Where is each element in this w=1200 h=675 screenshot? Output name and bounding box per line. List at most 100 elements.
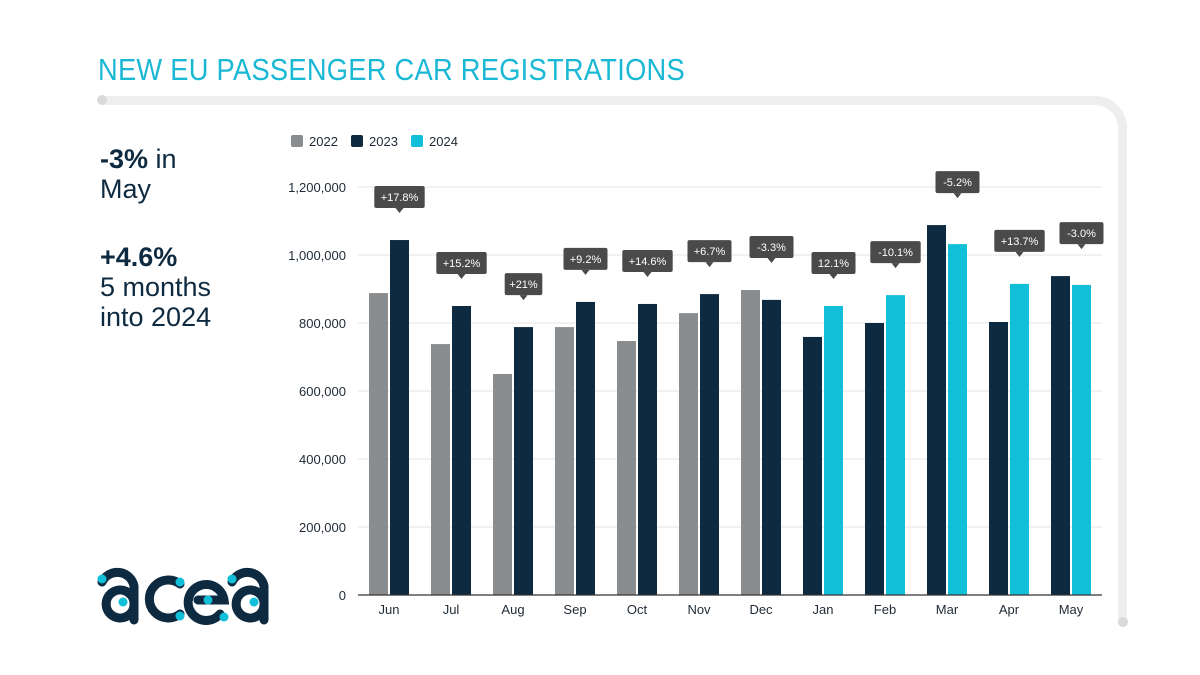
annotation-bubble bbox=[935, 171, 980, 194]
x-tick-label: Jun bbox=[379, 602, 400, 617]
annotation-bubble bbox=[994, 229, 1045, 252]
bar-2024-feb bbox=[886, 295, 905, 595]
annotation-label: +6.7% bbox=[694, 246, 726, 258]
bar-2023-sep bbox=[576, 301, 595, 595]
y-tick-label: 400,000 bbox=[299, 452, 346, 467]
kpi-ytd-value: +4.6% bbox=[100, 242, 178, 272]
annotation-label: +14.6% bbox=[629, 256, 667, 268]
x-tick-label: Mar bbox=[936, 602, 959, 617]
annotation-bubble bbox=[436, 252, 487, 274]
annotation-label: +21% bbox=[509, 279, 538, 291]
annotation-bubble bbox=[811, 252, 856, 274]
kpi-ytd-change: +4.6% 5 months into 2024 bbox=[100, 242, 211, 332]
kpi-monthly-change: -3% in May bbox=[100, 144, 177, 204]
bar-2023-oct bbox=[638, 303, 657, 595]
annotation-bubble bbox=[622, 249, 673, 272]
annotation-pointer bbox=[395, 208, 404, 214]
annotation-pointer bbox=[457, 274, 466, 279]
bar-2023-apr bbox=[989, 321, 1008, 595]
y-tick-label: 1,000,000 bbox=[288, 248, 346, 263]
bar-2022-jun bbox=[369, 293, 388, 595]
annotation-bubble bbox=[870, 241, 921, 264]
x-tick-label: Sep bbox=[563, 602, 586, 617]
annotation-bubble bbox=[504, 273, 543, 296]
change-annotation: +21% bbox=[504, 273, 543, 301]
x-tick-label: Nov bbox=[687, 602, 711, 617]
x-tick-label: Dec bbox=[749, 602, 773, 617]
bar-2024-mar bbox=[948, 244, 967, 595]
legend-swatch-2022 bbox=[291, 135, 303, 147]
x-tick-label: Apr bbox=[999, 602, 1020, 617]
annotation-label: +9.2% bbox=[570, 254, 602, 266]
legend-swatch-2023 bbox=[351, 135, 363, 147]
x-tick-label: Feb bbox=[874, 602, 896, 617]
annotation-bubble bbox=[563, 247, 608, 270]
frame-dot-right bbox=[1118, 617, 1128, 627]
annotation-pointer bbox=[1015, 251, 1024, 257]
annotation-pointer bbox=[891, 263, 900, 269]
annotation-pointer bbox=[643, 271, 652, 277]
annotation-bubble bbox=[749, 236, 794, 259]
annotation-label: -5.2% bbox=[943, 177, 972, 189]
bar-2022-sep bbox=[555, 327, 574, 595]
kpi-ytd-text1: 5 months bbox=[100, 272, 212, 302]
bar-2022-nov bbox=[679, 313, 698, 595]
bar-2023-may bbox=[1051, 276, 1070, 595]
annotation-label: 12.1% bbox=[818, 258, 849, 270]
kpi-monthly-value: -3% bbox=[100, 144, 149, 174]
legend-label-2024: 2024 bbox=[429, 134, 458, 149]
x-tick-label: Aug bbox=[501, 602, 524, 617]
change-annotation: -3.3% bbox=[749, 236, 794, 264]
change-annotation: +17.8% bbox=[374, 186, 425, 214]
bar-2022-aug bbox=[493, 374, 512, 595]
bar-2022-jul bbox=[431, 344, 450, 595]
annotation-label: +13.7% bbox=[1001, 236, 1039, 248]
kpi-ytd-text2: into 2024 bbox=[100, 302, 212, 332]
bar-2023-jul bbox=[452, 306, 471, 595]
bar-2022-dec bbox=[741, 290, 760, 595]
change-annotation: 12.1% bbox=[811, 252, 856, 279]
kpi-monthly-text1: in bbox=[148, 144, 177, 174]
change-annotation: -5.2% bbox=[935, 171, 980, 199]
annotation-pointer bbox=[767, 258, 776, 264]
annotation-label: +17.8% bbox=[381, 192, 419, 204]
bar-2024-jan bbox=[824, 306, 843, 595]
annotation-pointer bbox=[705, 262, 714, 268]
y-tick-label: 800,000 bbox=[299, 316, 346, 331]
bar-2023-mar bbox=[927, 225, 946, 595]
annotation-bubble bbox=[374, 186, 425, 209]
bar-2023-nov bbox=[700, 294, 719, 595]
page-title: NEW EU PASSENGER CAR REGISTRATIONS bbox=[98, 52, 685, 87]
annotation-label: -10.1% bbox=[878, 247, 913, 259]
change-annotation: -3.0% bbox=[1059, 222, 1104, 250]
change-annotation: +6.7% bbox=[687, 240, 732, 268]
y-tick-label: 1,200,000 bbox=[288, 180, 346, 195]
bar-2023-jan bbox=[803, 336, 822, 595]
change-annotation: +9.2% bbox=[563, 247, 608, 275]
bar-2023-jun bbox=[390, 240, 409, 596]
x-tick-label: May bbox=[1059, 602, 1084, 617]
legend-label-2023: 2023 bbox=[369, 134, 398, 149]
change-annotation: +15.2% bbox=[436, 252, 487, 279]
x-tick-label: Oct bbox=[627, 602, 648, 617]
decorative-frame bbox=[100, 96, 1127, 625]
y-tick-label: 600,000 bbox=[299, 384, 346, 399]
annotation-pointer bbox=[1077, 244, 1086, 250]
bar-2023-dec bbox=[762, 299, 781, 595]
annotation-label: -3.3% bbox=[757, 242, 786, 254]
annotation-bubble bbox=[687, 240, 732, 263]
bar-2022-oct bbox=[617, 341, 636, 595]
annotation-bubble bbox=[1059, 222, 1104, 245]
annotation-label: -3.0% bbox=[1067, 228, 1096, 240]
bar-2023-feb bbox=[865, 323, 884, 595]
bar-2024-may bbox=[1072, 284, 1091, 595]
x-tick-label: Jul bbox=[443, 602, 460, 617]
x-tick-label: Jan bbox=[813, 602, 834, 617]
y-tick-label: 0 bbox=[339, 588, 346, 603]
kpi-monthly-text2: May bbox=[100, 174, 152, 204]
change-annotation: +14.6% bbox=[622, 249, 673, 277]
annotation-pointer bbox=[953, 193, 962, 199]
acea-logo bbox=[97, 567, 269, 625]
y-tick-label: 200,000 bbox=[299, 520, 346, 535]
